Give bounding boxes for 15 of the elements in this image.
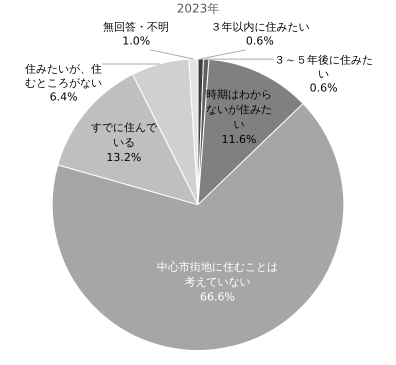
data-label: 0.6% — [310, 82, 338, 95]
data-label: 0.6% — [246, 34, 274, 48]
data-label: 6.4% — [50, 90, 78, 104]
chart-title: 2023年 — [176, 1, 220, 16]
data-label: 13.2% — [106, 151, 142, 164]
slice-label: ３～５年後に住みたい — [274, 54, 374, 81]
data-label: 66.6% — [200, 290, 235, 304]
slice-label: 無回答・不明 — [103, 20, 170, 34]
slice-label: ３年以内に住みたい — [210, 20, 310, 34]
slice-label: 中心市街地に住むことは考えていない — [156, 260, 278, 288]
data-label: 1.0% — [122, 34, 150, 48]
slice-label: 住みたいが、住むところがない — [25, 62, 102, 90]
slice-label: 時期はわからないが住みたい — [206, 88, 272, 131]
slice-label: すでに住んでいる — [90, 121, 158, 150]
data-label: 11.6% — [221, 132, 256, 146]
